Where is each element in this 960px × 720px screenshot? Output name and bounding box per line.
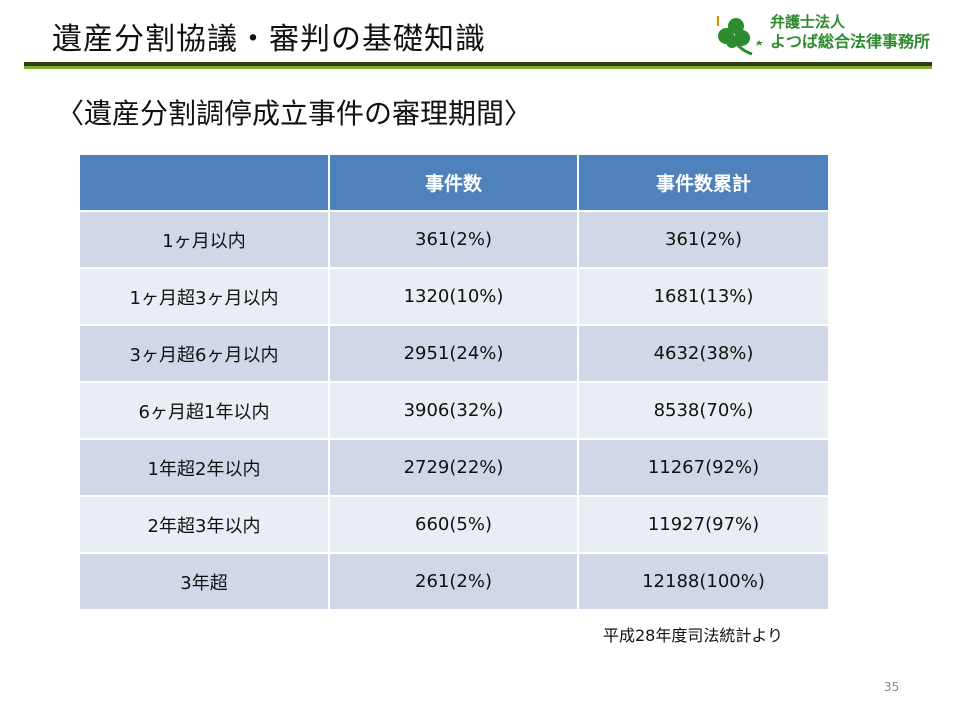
count-cell: 261(2%) — [329, 552, 579, 609]
logo-line-2: よつば総合法律事務所 — [770, 32, 931, 51]
table-row: 1ヶ月超3ヶ月以内 1320(10%) 1681(13%) — [80, 267, 828, 325]
cumulative-cell: 1681(13%) — [578, 267, 828, 325]
header-cell-cumulative: 事件数累計 — [578, 155, 828, 211]
page-title: 遺産分割協議・審判の基礎知識 — [52, 22, 486, 57]
page-number: 35 — [884, 680, 900, 694]
table-row: 3年超 261(2%) 12188(100%) — [80, 552, 828, 609]
count-cell: 2951(24%) — [329, 324, 579, 382]
clover-icon — [717, 16, 763, 56]
header-cell-period — [80, 155, 330, 211]
period-cell: 1ヶ月超3ヶ月以内 — [80, 267, 330, 325]
cumulative-cell: 11927(97%) — [578, 495, 828, 553]
source-note: 平成28年度司法統計より — [603, 626, 784, 645]
count-cell: 3906(32%) — [329, 381, 579, 439]
table-row: 3ヶ月超6ヶ月以内 2951(24%) 4632(38%) — [80, 324, 828, 382]
table-row: 1ヶ月以内 361(2%) 361(2%) — [80, 210, 828, 268]
section-title: 〈遺産分割調停成立事件の審理期間〉 — [56, 97, 533, 130]
period-cell: 3ヶ月超6ヶ月以内 — [80, 324, 330, 382]
cumulative-cell: 11267(92%) — [578, 438, 828, 496]
logo-line-1: 弁護士法人 — [770, 13, 846, 31]
table-row: 6ヶ月超1年以内 3906(32%) 8538(70%) — [80, 381, 828, 439]
cumulative-cell: 361(2%) — [578, 210, 828, 268]
period-cell: 1年超2年以内 — [80, 438, 330, 496]
table-header-row: 事件数 事件数累計 — [80, 155, 828, 211]
period-cell: 2年超3年以内 — [80, 495, 330, 553]
cumulative-cell: 4632(38%) — [578, 324, 828, 382]
table-row: 1年超2年以内 2729(22%) 11267(92%) — [80, 438, 828, 496]
cumulative-cell: 8538(70%) — [578, 381, 828, 439]
duration-table: 事件数 事件数累計 1ヶ月以内 361(2%) 361(2%) 1ヶ月超3ヶ月以… — [80, 155, 828, 609]
cumulative-cell: 12188(100%) — [578, 552, 828, 609]
count-cell: 1320(10%) — [329, 267, 579, 325]
header-cell-count: 事件数 — [329, 155, 579, 211]
period-cell: 6ヶ月超1年以内 — [80, 381, 330, 439]
firm-logo: 弁護士法人 よつば総合法律事務所 — [712, 10, 952, 58]
count-cell: 2729(22%) — [329, 438, 579, 496]
period-cell: 3年超 — [80, 552, 330, 609]
count-cell: 361(2%) — [329, 210, 579, 268]
count-cell: 660(5%) — [329, 495, 579, 553]
header-divider — [24, 62, 932, 69]
period-cell: 1ヶ月以内 — [80, 210, 330, 268]
table-row: 2年超3年以内 660(5%) 11927(97%) — [80, 495, 828, 553]
